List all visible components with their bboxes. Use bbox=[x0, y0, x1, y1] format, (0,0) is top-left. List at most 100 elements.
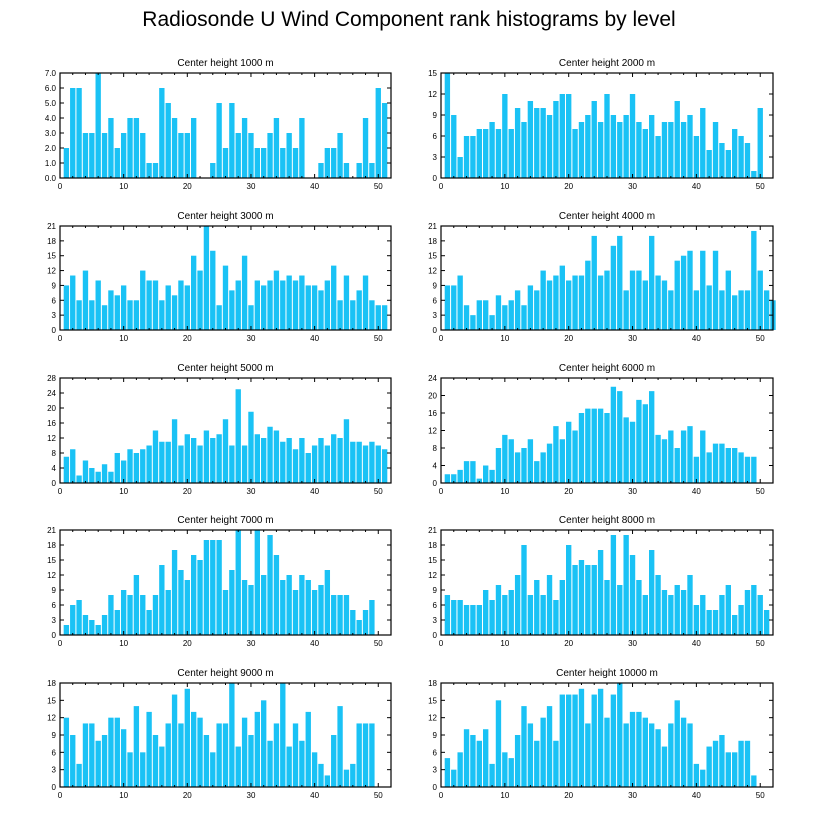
bar bbox=[311, 445, 318, 483]
bar bbox=[292, 449, 299, 483]
bar bbox=[369, 600, 375, 635]
bar bbox=[553, 275, 559, 330]
x-tick-label: 50 bbox=[374, 639, 383, 648]
bar bbox=[216, 305, 222, 330]
bar bbox=[597, 408, 604, 484]
bar bbox=[674, 700, 680, 787]
bar bbox=[655, 136, 661, 178]
bar bbox=[292, 280, 299, 330]
bar bbox=[248, 411, 254, 483]
x-tick-label: 20 bbox=[564, 182, 573, 191]
bar bbox=[331, 595, 337, 635]
bar bbox=[732, 615, 738, 635]
y-tick-label: 20 bbox=[47, 404, 56, 413]
bar bbox=[483, 590, 489, 635]
bar bbox=[63, 285, 70, 330]
bar bbox=[712, 443, 719, 484]
bar bbox=[120, 285, 127, 330]
y-tick-label: 9 bbox=[52, 731, 57, 740]
bar bbox=[661, 122, 668, 178]
bar bbox=[585, 408, 591, 484]
bar bbox=[578, 122, 585, 178]
x-tick-label: 20 bbox=[564, 487, 573, 496]
bar bbox=[591, 565, 597, 635]
bar bbox=[725, 585, 731, 635]
bar bbox=[165, 285, 171, 330]
bar bbox=[732, 448, 738, 483]
bar bbox=[70, 605, 76, 635]
chart-panel-8: Center height 8000 m 0 10 20 30 40 50 0 3 6 9 12 15 1… bbox=[428, 515, 774, 648]
bar bbox=[527, 101, 534, 178]
bar bbox=[292, 723, 299, 787]
bar bbox=[738, 605, 744, 635]
bar bbox=[254, 148, 260, 178]
bar bbox=[191, 711, 197, 787]
y-tick-label: 9 bbox=[433, 586, 438, 595]
bar bbox=[324, 280, 331, 330]
bar bbox=[444, 73, 451, 178]
bar bbox=[350, 610, 356, 635]
bar bbox=[241, 445, 248, 483]
y-tick-label: 0 bbox=[52, 479, 57, 488]
bar bbox=[636, 399, 642, 484]
x-tick-label: 10 bbox=[119, 487, 128, 496]
bar bbox=[483, 465, 489, 483]
bar bbox=[591, 235, 597, 330]
bar bbox=[495, 129, 502, 178]
bar bbox=[636, 122, 642, 178]
bar bbox=[470, 461, 476, 484]
bar bbox=[241, 255, 248, 330]
bar bbox=[171, 295, 178, 330]
bar bbox=[578, 688, 585, 787]
bar bbox=[114, 148, 120, 178]
bar bbox=[318, 763, 324, 787]
x-tick-label: 30 bbox=[628, 639, 637, 648]
x-tick-label: 40 bbox=[692, 182, 701, 191]
bar bbox=[610, 694, 617, 787]
bar bbox=[273, 430, 280, 483]
bar bbox=[222, 265, 229, 330]
bar bbox=[642, 404, 648, 483]
y-tick-label: 9 bbox=[433, 281, 438, 290]
bar bbox=[159, 300, 165, 330]
bar bbox=[457, 157, 463, 178]
bar bbox=[362, 610, 369, 635]
bar bbox=[738, 290, 744, 330]
bar bbox=[350, 441, 356, 483]
bar bbox=[674, 585, 680, 635]
bar bbox=[331, 735, 337, 787]
y-tick-label: 4.0 bbox=[45, 114, 57, 123]
bar bbox=[70, 735, 76, 787]
bar bbox=[508, 439, 514, 483]
chart-panel-9: Center height 9000 m 0 10 20 30 40 50 0 3 6 9 12 15 1… bbox=[47, 668, 392, 800]
bar bbox=[546, 280, 553, 330]
bar bbox=[680, 122, 687, 178]
bar bbox=[356, 723, 362, 787]
bar bbox=[63, 148, 70, 178]
bar bbox=[502, 595, 508, 635]
bar bbox=[248, 735, 254, 787]
bar bbox=[629, 421, 636, 483]
bar bbox=[70, 275, 76, 330]
y-tick-label: 7.0 bbox=[45, 69, 57, 78]
bar bbox=[457, 752, 463, 787]
y-tick-label: 0 bbox=[52, 631, 57, 640]
bar bbox=[197, 445, 203, 483]
bar bbox=[700, 108, 706, 178]
bar bbox=[222, 419, 229, 483]
bar bbox=[267, 740, 273, 787]
y-tick-label: 3 bbox=[433, 311, 438, 320]
bar bbox=[719, 290, 725, 330]
panel-title: Center height 5000 m bbox=[177, 363, 273, 374]
panel-title: Center height 7000 m bbox=[177, 515, 273, 526]
bar bbox=[566, 421, 572, 483]
bar bbox=[375, 88, 381, 178]
bar bbox=[623, 723, 629, 787]
y-tick-label: 0 bbox=[433, 326, 438, 335]
bar bbox=[553, 600, 559, 635]
bar bbox=[540, 270, 546, 330]
x-tick-label: 0 bbox=[439, 182, 444, 191]
bar bbox=[585, 723, 591, 787]
bar bbox=[700, 250, 706, 330]
bar bbox=[559, 439, 565, 483]
